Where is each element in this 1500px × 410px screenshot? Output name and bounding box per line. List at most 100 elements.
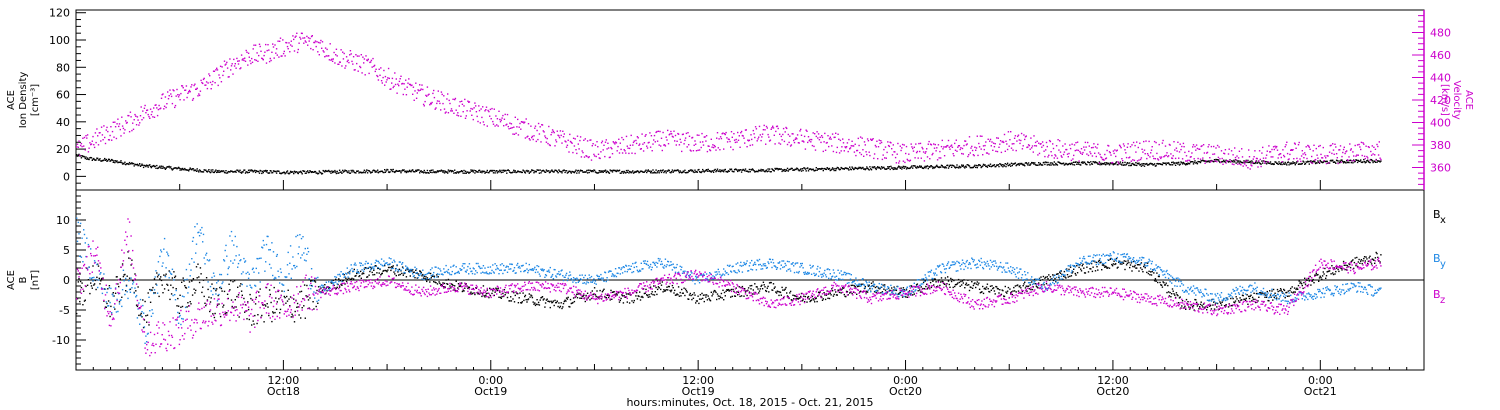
velocity-point [1363,155,1366,157]
density-point [796,167,798,169]
velocity-point [800,134,803,136]
velocity-point [165,106,167,109]
density-point [1195,162,1197,164]
density-point [918,166,920,168]
density-point [989,165,991,167]
velocity-point [1263,160,1265,162]
density-point [352,170,355,172]
b-point [1239,297,1241,299]
velocity-point [351,60,353,63]
velocity-point [344,67,346,69]
density-point [956,164,958,166]
velocity-point [621,152,624,154]
b-point [543,298,545,300]
velocity-point [579,139,581,142]
b-point [231,305,233,308]
density-point [305,172,307,174]
velocity-point [1031,145,1034,147]
density-point [184,169,187,171]
b-point [419,270,422,273]
b-point [182,277,184,279]
density-point [164,168,167,170]
b-point [792,294,794,296]
density-point [240,172,243,174]
velocity-point [392,86,394,89]
b-point [467,287,469,290]
b-point [358,275,360,278]
velocity-point [724,133,726,136]
velocity-point [196,87,198,89]
b-point [902,287,905,289]
velocity-point [910,143,912,145]
velocity-point [740,132,742,134]
b-point [365,267,367,269]
velocity-point [1327,155,1329,157]
velocity-point [78,140,80,142]
density-point [335,172,338,175]
b-point [800,295,802,298]
density-point [1234,161,1236,163]
velocity-point [748,139,751,141]
density-point [974,164,976,166]
velocity-point [1216,160,1218,163]
density-point [1236,159,1238,162]
b-point [1153,280,1156,282]
density-point [1253,162,1255,164]
b-point [471,292,474,295]
density-point [1132,162,1134,165]
b-point [912,294,914,296]
velocity-point [726,137,728,139]
b-point [1150,274,1153,276]
density-point [77,154,79,156]
b-point [1027,285,1029,287]
velocity-point [138,124,140,126]
b-point [591,290,593,292]
density-point [594,171,597,173]
velocity-point [1197,157,1199,160]
velocity-point [328,55,330,57]
velocity-point [655,131,657,134]
velocity-point [140,106,142,108]
density-point [250,170,252,172]
velocity-point [856,149,858,152]
velocity-point [639,148,642,150]
density-point [186,169,188,171]
velocity-point [698,149,701,151]
b-point [1174,296,1177,299]
b-point [426,277,429,279]
b-point [267,306,269,308]
density-point [1000,165,1003,167]
velocity-point [979,135,982,137]
b-point [1209,304,1212,306]
velocity-point [1369,159,1371,161]
b-point [743,295,745,297]
velocity-point [420,88,422,90]
velocity-point [316,41,318,43]
density-point [160,165,163,167]
velocity-point [1104,153,1106,156]
velocity-point [135,115,137,117]
velocity-point [288,42,290,44]
b-point [416,277,418,279]
density-tick-label: 120 [49,7,70,20]
velocity-point [394,83,397,86]
b-point [216,288,218,290]
density-point [566,172,569,174]
velocity-point [134,113,136,116]
b-point [867,285,870,287]
velocity-point [721,133,723,135]
velocity-point [604,155,606,158]
density-point [824,168,827,170]
b-point [774,286,776,288]
density-point [758,169,760,171]
b-point [961,280,964,282]
b-point [376,272,378,274]
density-point [216,171,218,174]
density-point [962,164,964,166]
b-point [1093,260,1095,262]
density-point [469,171,471,173]
density-point [131,162,133,164]
b-point [884,289,887,291]
density-point [1269,162,1271,165]
b-point [809,300,811,303]
